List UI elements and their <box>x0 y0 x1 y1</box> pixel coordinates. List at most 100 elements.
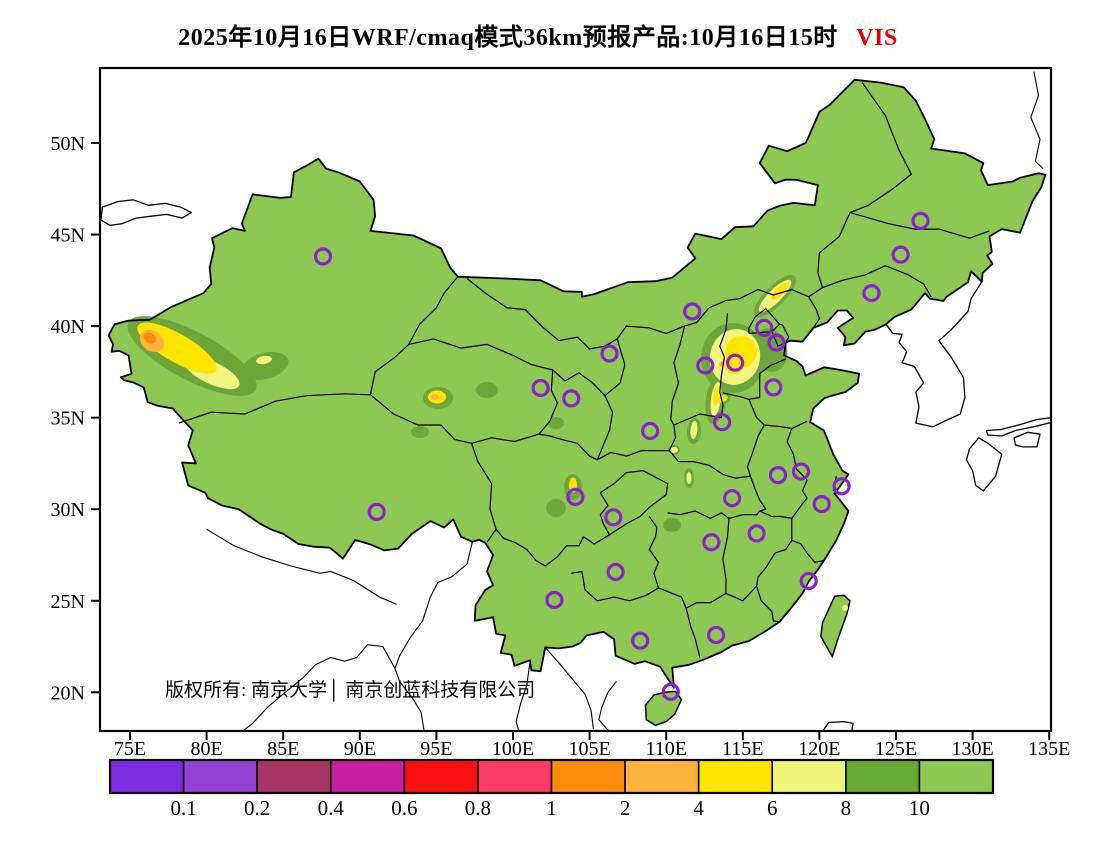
lat-tick-label: 30N <box>51 499 85 521</box>
lon-tick-label: 75E <box>114 738 146 760</box>
province-boundary <box>746 424 765 477</box>
neighbour-border-line <box>1030 71 1044 169</box>
city-marker-changchun <box>891 245 910 264</box>
low-visibility-patch-8-10 <box>546 499 566 517</box>
honshu-japan-outline <box>985 417 1051 437</box>
low-visibility-patch-6-8 <box>686 472 692 484</box>
city-marker-haikou <box>661 682 680 701</box>
low-visibility-patch-8-10 <box>752 328 788 372</box>
city-marker-xian <box>640 421 660 441</box>
city-marker-zhengzhou <box>712 413 732 432</box>
low-visibility-patch-6-8 <box>256 355 272 365</box>
luzon-philippines-outline <box>822 720 854 731</box>
province-boundary <box>604 338 626 397</box>
colorbar: 0.1 0.2 0.4 0.6 0.8 1 2 4 6 8 10 <box>108 758 995 820</box>
province-boundary <box>571 570 701 658</box>
colorbar-segment <box>109 759 185 794</box>
colorbar-segment <box>329 759 406 794</box>
city-marker-hefei <box>768 466 788 485</box>
province-boundary <box>178 393 371 424</box>
lat-tick-label: 25N <box>51 591 85 613</box>
colorbar-segment <box>845 759 921 794</box>
city-marker-tianjin <box>767 333 786 352</box>
province-boundary <box>648 516 660 589</box>
province-boundary <box>771 323 790 347</box>
low-visibility-patch-6-8 <box>842 605 848 611</box>
province-boundary <box>495 528 610 567</box>
lat-tick-label: 40N <box>51 316 85 338</box>
lon-tick-label: 110E <box>645 738 686 760</box>
low-visibility-patch-1-2 <box>143 332 157 344</box>
low-visibility-patch-8-10 <box>411 426 429 438</box>
shikoku-japan-outline <box>1013 431 1041 448</box>
china-outline <box>107 78 1047 689</box>
lon-tick-label: 135E <box>1028 738 1070 760</box>
page-title-variable: VIS <box>856 25 898 51</box>
city-marker-hangzhou <box>812 495 831 514</box>
city-marker-changsha <box>702 533 721 552</box>
low-visibility-patch-6-8 <box>690 421 698 439</box>
colorbar-tick-label: 0.6 <box>391 796 417 820</box>
map-layers <box>100 71 1051 731</box>
province-boundary <box>756 585 780 623</box>
province-boundary <box>668 424 676 451</box>
city-marker-xining <box>531 378 550 398</box>
neighbour-border-line <box>206 528 397 605</box>
province-boundary <box>369 276 459 395</box>
copyright-text: 版权所有: 南京大学│ 南京创蓝科技有限公司 <box>165 678 535 702</box>
colorbar-segment <box>771 759 847 794</box>
colorbar-tick-label: 6 <box>767 796 778 820</box>
city-marker-shijiazhuang <box>725 353 745 372</box>
lake-balkhash-outline <box>100 199 192 227</box>
colorbar-tick-label: 10 <box>909 796 930 820</box>
kyushu-japan-outline <box>965 437 1003 492</box>
lon-tick-label: 130E <box>951 738 993 760</box>
lon-tick-label: 120E <box>798 738 840 760</box>
city-marker-yinchuan <box>600 344 619 363</box>
low-visibility-patch-2-4 <box>431 394 439 400</box>
colorbar-tick-label: 0.4 <box>318 796 345 820</box>
low-visibility-patch-8-10 <box>241 351 289 381</box>
page-title-main: 2025年10月16日WRF/cmaq模式36km预报产品:10月16日15时 <box>178 23 837 51</box>
city-marker-shanghai <box>832 477 851 496</box>
neighbour-border-line <box>515 662 531 731</box>
lon-tick-label: 90E <box>344 738 376 760</box>
low-visibility-patch-8-10 <box>476 382 498 398</box>
low-visibility-patch-6-8 <box>670 447 678 453</box>
colorbar-tick-label: 8 <box>841 796 852 820</box>
city-marker-nanjing <box>791 462 811 481</box>
city-marker-fuzhou <box>799 571 818 591</box>
province-boundary <box>849 212 990 239</box>
lat-tick-label: 35N <box>51 408 85 430</box>
colorbar-tick-label: 1 <box>546 796 557 820</box>
province-boundary <box>678 461 751 479</box>
colorbar-segment <box>403 759 479 794</box>
plot-border <box>98 66 1053 733</box>
city-marker-guangzhou <box>706 625 726 645</box>
colorbar-segment <box>550 759 626 794</box>
neighbour-border-line <box>544 647 594 729</box>
colorbar-segment <box>918 759 994 794</box>
lat-tick-label: 50N <box>51 133 85 155</box>
city-marker-lhasa <box>367 502 386 521</box>
city-marker-wuhan <box>722 489 742 508</box>
colorbar-frame <box>108 758 995 795</box>
city-marker-chengdu <box>566 487 585 506</box>
lon-tick-label: 105E <box>568 738 610 760</box>
page-title: 2025年10月16日WRF/cmaq模式36km预报产品:10月16日15时 … <box>178 23 898 51</box>
lat-tick-label: 45N <box>51 225 85 247</box>
lon-tick-label: 95E <box>420 738 452 760</box>
city-marker-hohhot <box>683 302 702 321</box>
lat-tick-label: 20N <box>51 682 85 704</box>
province-boundary <box>667 510 730 609</box>
city-marker-jinan <box>764 378 783 397</box>
city-marker-lanzhou <box>562 389 581 408</box>
lon-tick-label: 115E <box>722 738 763 760</box>
colorbar-segment <box>624 759 700 794</box>
lon-tick-label: 85E <box>267 738 299 760</box>
colorbar-segment <box>697 759 774 794</box>
low-visibility-patch-8-10 <box>663 518 681 532</box>
province-boundary <box>466 82 912 350</box>
province-boundary <box>725 510 793 602</box>
